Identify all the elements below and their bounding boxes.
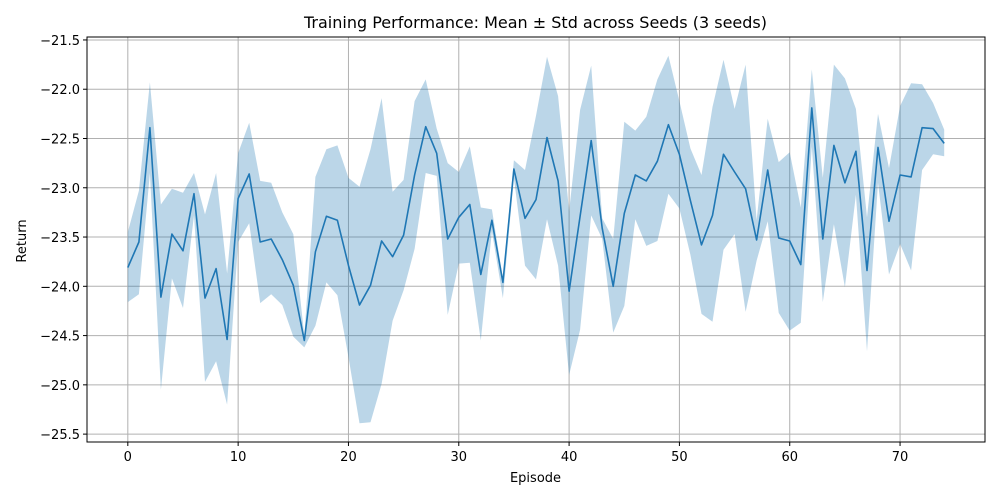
x-tick-label: 50 bbox=[671, 450, 688, 465]
y-tick-label: −21.5 bbox=[40, 34, 80, 49]
x-tick-label: 70 bbox=[892, 450, 909, 465]
x-tick-label: 20 bbox=[340, 450, 357, 465]
y-tick-label: −24.5 bbox=[40, 330, 80, 345]
std-band bbox=[127, 55, 945, 424]
y-tick-label: −22.5 bbox=[40, 132, 80, 147]
axes-frame bbox=[86, 36, 986, 443]
mean-line bbox=[127, 107, 945, 342]
y-tick-label: −22.0 bbox=[40, 83, 80, 98]
y-tick-label: −25.5 bbox=[40, 428, 80, 443]
grid bbox=[87, 37, 985, 442]
chart-title: Training Performance: Mean ± Std across … bbox=[303, 13, 767, 32]
x-axis-label: Episode bbox=[510, 471, 561, 486]
x-tick-label: 30 bbox=[451, 450, 468, 465]
x-tick-label: 0 bbox=[124, 450, 132, 465]
ticks: 0 10 20 30 40 50 60 70 −25.5 −25.0 −24.5 −24.0 −23.5… bbox=[40, 34, 908, 465]
x-tick-label: 10 bbox=[230, 450, 247, 465]
y-tick-label: −25.0 bbox=[40, 379, 80, 394]
x-tick-label: 60 bbox=[781, 450, 798, 465]
y-tick-label: −23.5 bbox=[40, 231, 80, 246]
y-tick-label: −24.0 bbox=[40, 280, 80, 295]
x-tick-label: 40 bbox=[561, 450, 578, 465]
y-tick-label: −23.0 bbox=[40, 182, 80, 197]
y-axis-label: Return bbox=[15, 219, 30, 262]
